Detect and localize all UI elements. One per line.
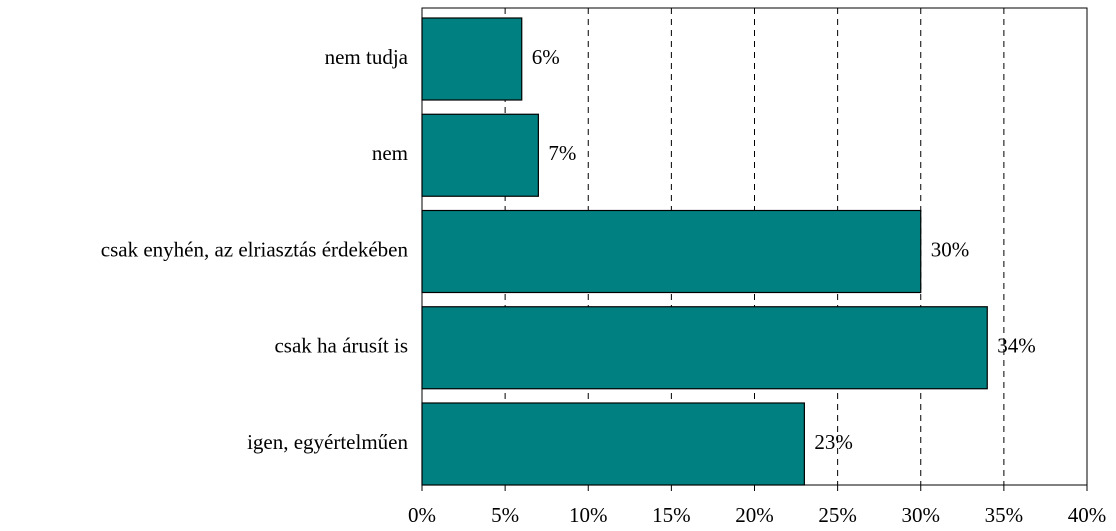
x-tick-label: 25% <box>818 503 857 527</box>
x-tick-label: 0% <box>408 503 436 527</box>
x-tick-label: 15% <box>652 503 691 527</box>
x-tick-label: 30% <box>902 503 941 527</box>
data-label: 30% <box>931 237 970 261</box>
x-tick-label: 35% <box>985 503 1024 527</box>
bar <box>421 113 539 197</box>
data-label: 34% <box>997 334 1036 358</box>
data-label: 6% <box>532 45 560 69</box>
y-tick-label: nem <box>372 141 408 165</box>
bar <box>421 17 523 101</box>
y-tick-label: csak enyhén, az elriasztás érdekében <box>101 237 409 261</box>
x-tick-label: 40% <box>1068 503 1107 527</box>
data-label: 7% <box>548 141 576 165</box>
bar <box>421 209 922 294</box>
y-tick-label: nem tudja <box>325 45 409 69</box>
y-tick-label: csak ha árusít is <box>274 334 408 358</box>
data-label: 23% <box>814 430 853 454</box>
y-tick-label: igen, egyértelműen <box>247 430 408 454</box>
x-tick-label: 20% <box>735 503 774 527</box>
bar <box>421 402 805 486</box>
x-tick-label: 5% <box>491 503 519 527</box>
x-tick-label: 10% <box>569 503 608 527</box>
bar <box>421 306 988 390</box>
